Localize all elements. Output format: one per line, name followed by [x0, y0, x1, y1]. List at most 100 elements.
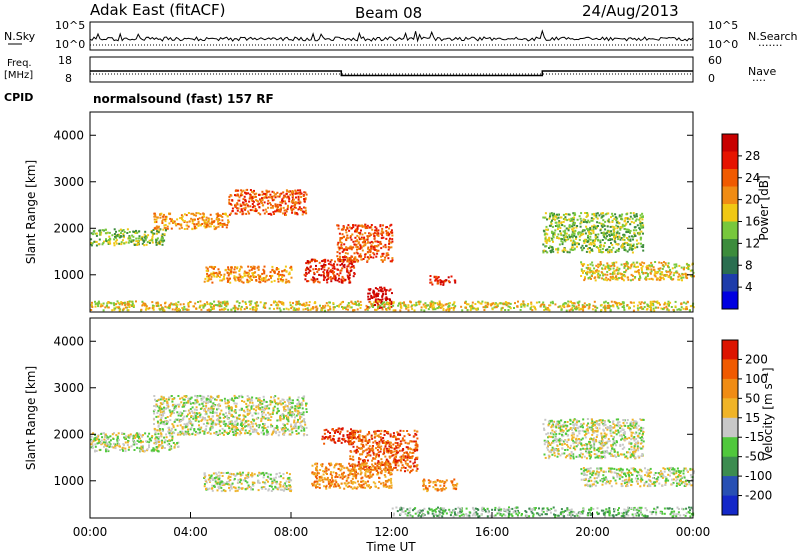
echo-cell — [363, 239, 366, 242]
echo-cell — [276, 407, 279, 410]
echo-cell — [288, 281, 291, 284]
nsky-trace — [89, 29, 694, 46]
echo-cell — [153, 215, 156, 218]
echo-cell — [616, 217, 619, 220]
echo-cell — [391, 257, 394, 260]
echo-cell — [305, 212, 308, 215]
echo-cell — [254, 308, 257, 311]
echo-cell — [194, 399, 197, 402]
echo-cell — [164, 407, 167, 410]
echo-cell — [243, 308, 246, 311]
echo-cell — [141, 435, 144, 438]
echo-cell — [292, 427, 295, 430]
echo-cell — [263, 398, 265, 401]
echo-cell — [245, 406, 248, 409]
echo-cell — [274, 193, 277, 196]
echo-cell — [183, 398, 186, 401]
echo-cell — [105, 448, 108, 451]
echo-cell — [344, 258, 347, 261]
echo-cell — [570, 217, 573, 220]
echo-cell — [156, 399, 159, 402]
echo-cell — [270, 277, 272, 280]
echo-cell — [579, 222, 582, 225]
echo-cell — [318, 261, 321, 264]
echo-cell — [560, 233, 563, 236]
echo-cell — [201, 223, 204, 225]
echo-cell — [352, 265, 355, 268]
echo-cell — [290, 412, 293, 415]
echo-cell — [387, 307, 390, 309]
echo-cell — [466, 309, 469, 311]
echo-cell — [208, 265, 211, 268]
echo-cell — [188, 410, 191, 413]
echo-cell — [432, 303, 435, 306]
echo-cell — [684, 272, 687, 275]
echo-cell — [562, 213, 565, 216]
echo-cell — [390, 300, 393, 303]
echo-cell — [312, 281, 315, 284]
echo-cell — [349, 266, 352, 269]
echo-cell — [614, 241, 617, 244]
echo-cell — [193, 429, 196, 432]
freq-tick-bottom: 8 — [65, 72, 72, 85]
echo-cell — [305, 272, 308, 275]
echo-cell — [222, 301, 224, 304]
echo-cell — [610, 250, 613, 253]
echo-cell — [202, 213, 205, 216]
echo-cell — [446, 308, 449, 311]
echo-cell — [586, 270, 589, 273]
echo-cell — [239, 194, 242, 197]
echo-region — [228, 188, 308, 216]
echo-cell — [325, 302, 328, 305]
echo-cell — [219, 404, 222, 407]
echo-cell — [346, 270, 349, 273]
nave-tick-top: 60 — [708, 54, 722, 67]
echo-cell — [594, 237, 597, 240]
echo-cell — [276, 203, 279, 206]
echo-cell — [649, 305, 651, 308]
echo-cell — [233, 278, 236, 281]
echo-cell — [234, 279, 237, 282]
echo-cell — [297, 396, 300, 399]
echo-cell — [287, 280, 290, 282]
echo-cell — [338, 232, 341, 235]
echo-cell — [633, 232, 636, 235]
echo-cell — [160, 304, 162, 307]
echo-cell — [350, 262, 353, 265]
echo-cell — [574, 229, 577, 232]
echo-cell — [530, 301, 533, 304]
echo-cell — [211, 281, 214, 284]
echo-cell — [392, 309, 395, 312]
echo-cell — [632, 212, 635, 215]
echo-cell — [530, 302, 533, 305]
echo-cell — [233, 428, 236, 431]
echo-cell — [99, 448, 102, 451]
echo-cell — [169, 430, 172, 433]
echo-cell — [206, 309, 209, 312]
echo-cell — [219, 425, 222, 428]
echo-cell — [182, 404, 185, 407]
echo-cell — [282, 423, 285, 426]
echo-cell — [160, 395, 163, 398]
echo-cell — [307, 261, 309, 264]
echo-cell — [213, 411, 216, 414]
echo-cell — [553, 233, 556, 236]
echo-cell — [631, 251, 634, 254]
echo-cell — [243, 409, 245, 412]
echo-cell — [294, 423, 297, 425]
echo-cell — [687, 265, 690, 268]
echo-cell — [105, 445, 108, 447]
echo-cell — [576, 225, 579, 227]
echo-cell — [246, 278, 249, 281]
echo-cell — [670, 276, 673, 279]
echo-cell — [582, 233, 585, 236]
echo-cell — [204, 304, 207, 307]
echo-cell — [288, 429, 291, 432]
echo-cell — [166, 416, 169, 418]
echo-cell — [265, 274, 268, 277]
echo-cell — [509, 307, 512, 310]
echo-cell — [380, 286, 383, 289]
echo-cell — [193, 227, 196, 230]
echo-cell — [352, 224, 355, 227]
echo-cell — [103, 432, 105, 435]
